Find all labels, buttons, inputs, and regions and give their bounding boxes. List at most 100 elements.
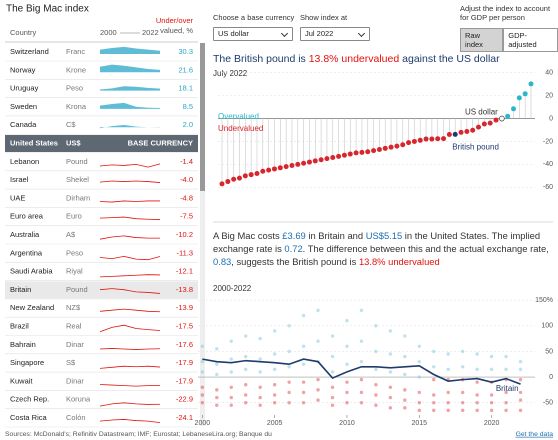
- currency: Peso: [66, 84, 83, 93]
- dot: [487, 120, 493, 126]
- cloud-dot: [272, 352, 277, 356]
- cloud-dot: [446, 400, 450, 405]
- headline-part: 13.8% undervalued: [309, 53, 400, 65]
- cloud-dot: [272, 329, 277, 333]
- sparkline: [100, 86, 160, 91]
- cloud-dot: [446, 352, 450, 356]
- dot: [411, 138, 417, 144]
- y-tick-label: -20: [543, 138, 553, 145]
- explainer: A Big Mac costs £3.69 in Britain and US$…: [213, 229, 551, 268]
- country: Australia: [10, 230, 40, 239]
- sparkline: [99, 384, 161, 387]
- cloud-dot: [489, 354, 494, 359]
- value: -7.5: [180, 212, 193, 221]
- dot: [277, 165, 283, 171]
- y-tick-label: -40: [543, 161, 553, 168]
- cloud-dot: [504, 354, 508, 359]
- currency: S$: [66, 358, 76, 367]
- cloud-dot: [287, 390, 291, 395]
- dot: [301, 160, 307, 166]
- currency: Colón: [66, 413, 86, 422]
- currency: Franc: [66, 47, 85, 56]
- country: Lebanon: [10, 157, 39, 166]
- date-select[interactable]: Jul 2022: [300, 27, 370, 41]
- cloud-dot: [345, 380, 349, 384]
- country: Singapore: [10, 358, 44, 367]
- value: -13.8: [176, 285, 193, 294]
- value: -17.6: [176, 340, 193, 349]
- cloud-dot: [359, 339, 364, 343]
- cloud-dot: [475, 380, 479, 384]
- currency: Pound: [66, 285, 88, 294]
- toggle-button[interactable]: Raw index: [460, 28, 504, 52]
- country: Canada: [10, 120, 37, 129]
- dot: [476, 124, 482, 130]
- cloud-dot: [432, 393, 436, 397]
- cloud-dot: [359, 359, 364, 364]
- base-label: Choose a base currency: [213, 13, 295, 22]
- cloud-dot: [287, 324, 291, 328]
- scroll-thumb[interactable]: [200, 43, 205, 191]
- cloud-dot: [345, 390, 349, 395]
- cloud-dot: [403, 406, 407, 410]
- dot: [283, 164, 289, 170]
- cloud-dot: [244, 393, 248, 397]
- y-tick-label: 0: [549, 374, 553, 381]
- country: Switzerland: [10, 47, 49, 56]
- cloud-dot: [258, 370, 262, 374]
- dot: [394, 143, 400, 149]
- cloud-dot: [330, 354, 335, 359]
- value: BASE CURRENCY: [128, 138, 193, 147]
- dot: [254, 171, 260, 177]
- dot: [341, 152, 347, 158]
- cloud-dot: [374, 324, 378, 328]
- country: UAE: [10, 193, 25, 202]
- dot: [347, 151, 353, 157]
- cloud-dot: [417, 359, 421, 364]
- cloud-dot: [446, 408, 450, 413]
- value: 18.1: [178, 84, 193, 93]
- y-tick-label: 40: [545, 70, 553, 77]
- dot: [236, 175, 242, 181]
- data-link[interactable]: Get the data: [516, 431, 554, 438]
- explainer-part: 0.83: [213, 256, 232, 267]
- currency: NZ$: [66, 303, 81, 312]
- dot: [481, 121, 487, 127]
- cloud-dot: [388, 352, 393, 356]
- sparkline: [100, 64, 160, 73]
- cloud-dot: [301, 380, 306, 384]
- cloud-dot: [518, 390, 523, 395]
- cloud-dot: [518, 377, 523, 382]
- x-tick-label: 2015: [412, 420, 428, 427]
- toggle-button[interactable]: GDP-adjusted: [503, 28, 558, 52]
- cloud-dot: [460, 365, 465, 369]
- cloud-dot: [359, 390, 364, 395]
- cloud-dot: [272, 367, 277, 372]
- country: Britain: [10, 285, 31, 294]
- cloud-dot: [446, 367, 450, 372]
- cloud-dot: [316, 377, 320, 382]
- dot: [452, 131, 458, 137]
- sparkline: [99, 324, 161, 333]
- cloud-dot: [403, 398, 407, 402]
- country: Sweden: [10, 102, 37, 111]
- dot: [336, 153, 342, 159]
- cloud-dot: [316, 388, 320, 392]
- country: Euro area: [10, 212, 44, 221]
- scroll-track[interactable]: [200, 43, 205, 426]
- chart2-title: 2000-2022: [213, 284, 252, 293]
- cloud-dot: [489, 408, 494, 413]
- cloud-dot: [200, 393, 205, 397]
- cloud-dot: [330, 395, 335, 400]
- country: United States: [10, 138, 58, 147]
- dot: [505, 113, 511, 119]
- dot: [464, 128, 470, 134]
- cloud-dot: [460, 400, 465, 405]
- currency: Krone: [66, 65, 86, 74]
- dot: [266, 167, 272, 173]
- cloud-dot: [432, 377, 436, 382]
- cloud-dot: [215, 388, 219, 392]
- currency: Shekel: [66, 175, 89, 184]
- value: -22.9: [176, 395, 193, 404]
- base-select[interactable]: US dollar: [213, 27, 293, 41]
